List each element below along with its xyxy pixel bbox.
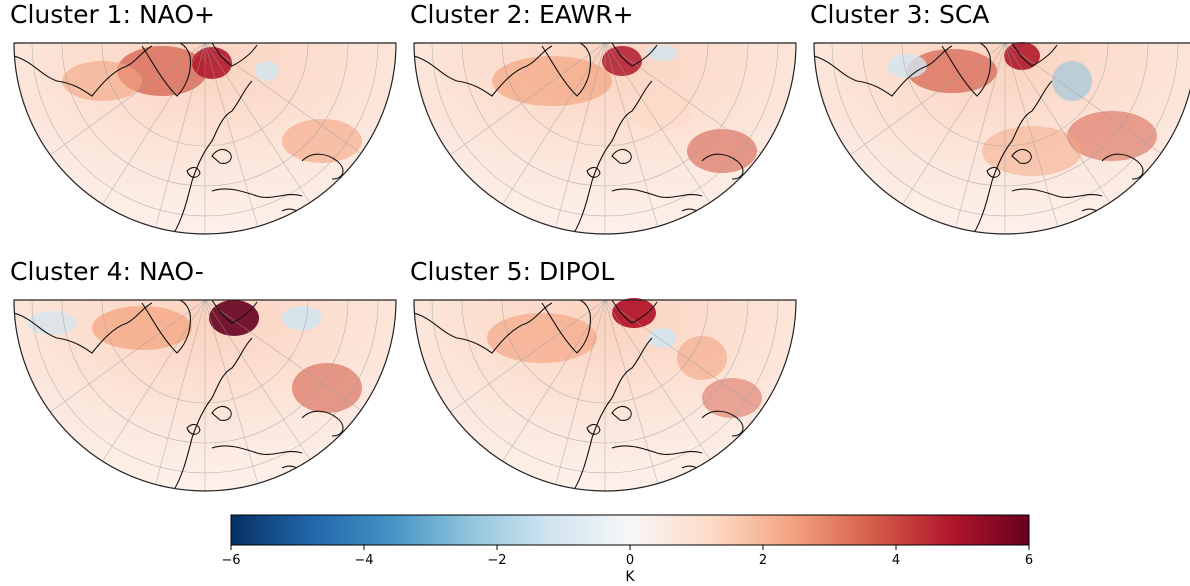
colorbar-tick-label: 6 bbox=[1025, 553, 1033, 568]
panel-title: Cluster 2: EAWR+ bbox=[410, 0, 634, 29]
cold-anomaly-patches bbox=[255, 61, 279, 81]
panel-title: Cluster 5: DIPOL bbox=[410, 257, 615, 286]
warm-anomaly-patches bbox=[92, 300, 362, 413]
colorbar-tick-label: −2 bbox=[487, 553, 506, 568]
colorbar-tick-label: 0 bbox=[626, 553, 634, 568]
anomaly-map bbox=[412, 41, 798, 241]
colorbar-tick-label: 4 bbox=[892, 553, 900, 568]
colorbar-tick-label: −6 bbox=[221, 553, 240, 568]
map-panel-3: Cluster 3: SCA bbox=[810, 0, 1190, 248]
anomaly-map bbox=[12, 298, 398, 498]
panel-title: Cluster 4: NAO- bbox=[10, 257, 204, 286]
warm-anomaly-patches bbox=[907, 42, 1157, 176]
cold-anomaly-patches bbox=[647, 45, 677, 61]
colorbar: −6 −4 −2 0 2 4 6 K bbox=[221, 514, 1033, 585]
anomaly-map bbox=[12, 41, 398, 241]
anomaly-map bbox=[812, 42, 1190, 241]
map-panel-4: Cluster 4: NAO- bbox=[10, 257, 402, 505]
cold-anomaly-patches bbox=[648, 328, 676, 348]
map-panel-5: Cluster 5: DIPOL bbox=[410, 257, 802, 505]
anomaly-map bbox=[412, 298, 798, 498]
map-panel-1: Cluster 1: NAO+ bbox=[10, 0, 402, 248]
colorbar-tick-label: 2 bbox=[759, 553, 767, 568]
colorbar-ticks: −6 −4 −2 0 2 4 6 bbox=[221, 545, 1033, 568]
map-panel-2: Cluster 2: EAWR+ bbox=[410, 0, 802, 248]
colorbar-gradient bbox=[230, 514, 1030, 546]
cold-anomaly-patches bbox=[887, 54, 1092, 101]
panel-title: Cluster 3: SCA bbox=[810, 0, 990, 29]
colorbar-tick-label: −4 bbox=[354, 553, 373, 568]
panel-title: Cluster 1: NAO+ bbox=[10, 0, 215, 29]
colorbar-label: K bbox=[625, 569, 635, 585]
cold-anomaly-patches bbox=[27, 306, 322, 335]
